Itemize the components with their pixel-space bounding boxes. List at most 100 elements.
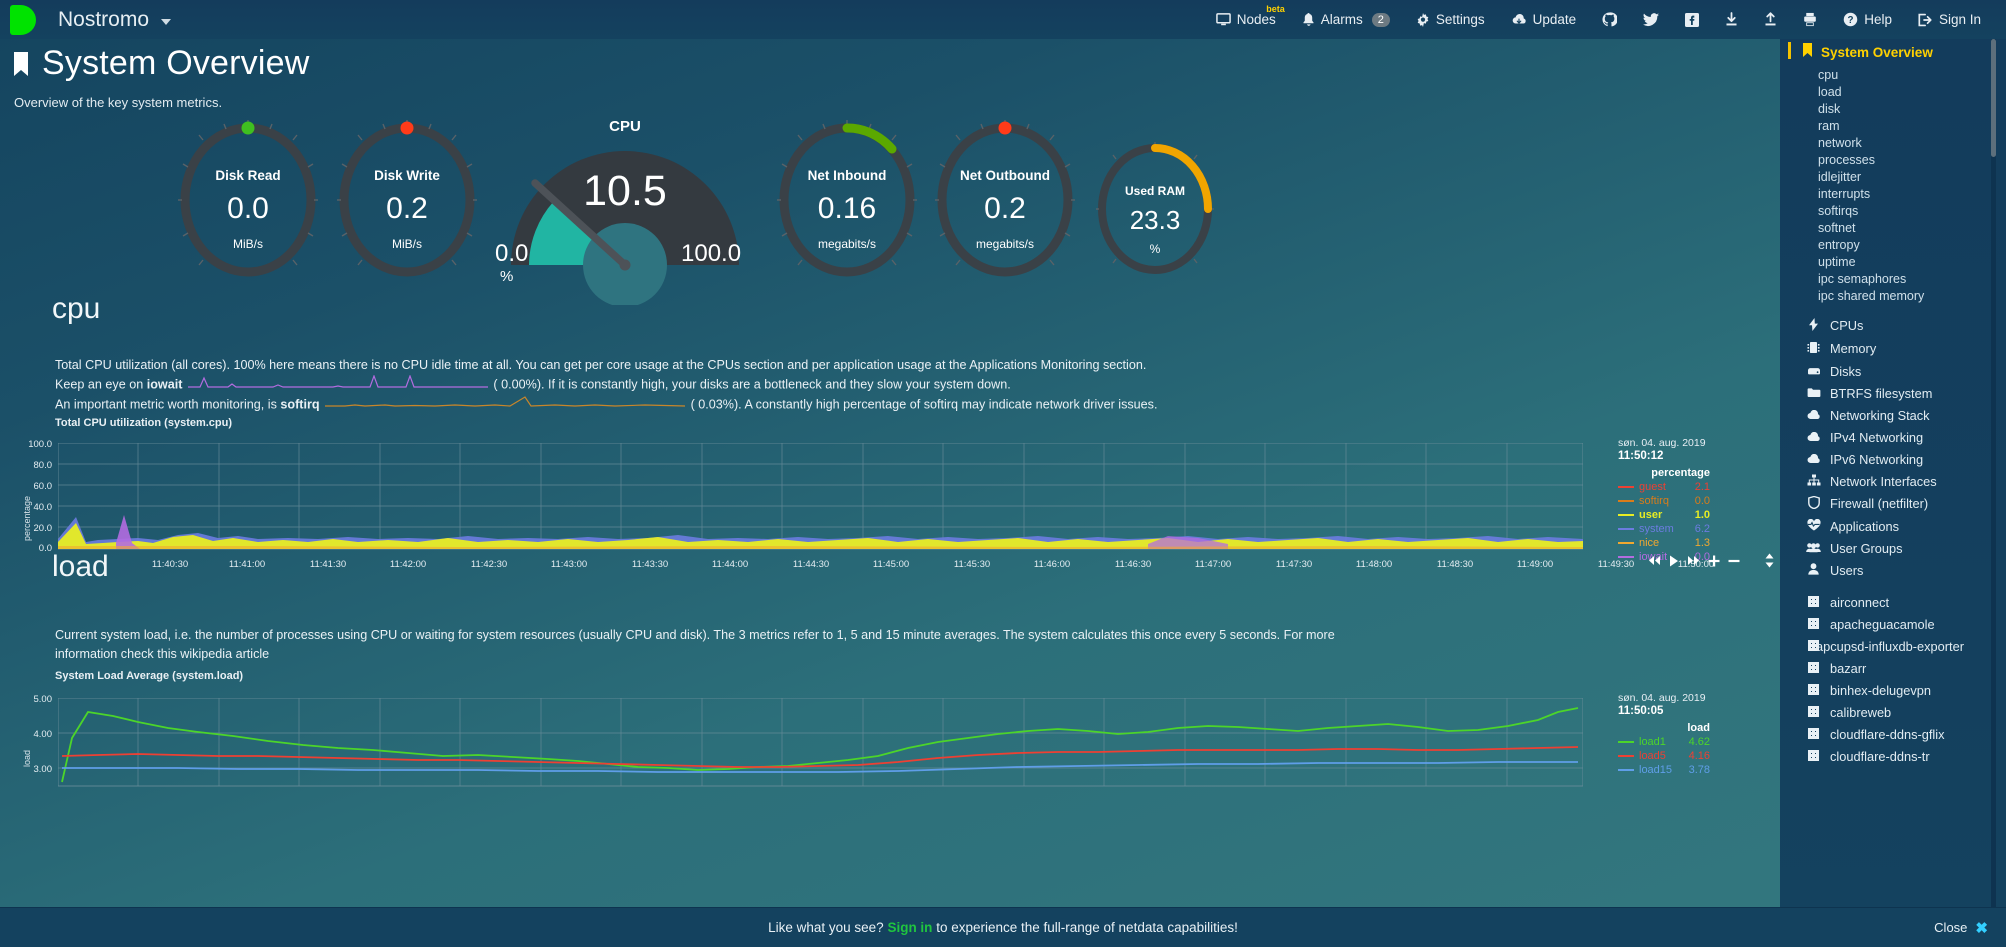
gauge-net-inbound[interactable]: Net Inbound 0.16 megabits/s — [777, 120, 917, 280]
gauge-cpu[interactable]: CPU 10.5 0.0 % 100.0 — [495, 118, 745, 305]
sidebar-item-cloudflare-ddns-tr[interactable]: cloudflare-ddns-tr — [1780, 745, 1992, 767]
sidebar-item-cpus[interactable]: CPUs — [1780, 314, 1992, 337]
grid-icon — [1806, 639, 1821, 654]
sidebar-item-users[interactable]: Users — [1780, 559, 1992, 581]
sidebar-item-firewall[interactable]: Firewall (netfilter) — [1780, 492, 1992, 515]
forward-icon[interactable] — [1687, 555, 1700, 569]
resize-icon[interactable] — [1764, 553, 1775, 571]
nav-item-signin[interactable]: Sign In — [1905, 0, 1994, 39]
gauge-disk-read[interactable]: Disk Read 0.0 MiB/s — [178, 120, 318, 280]
nav-right-group: Nodes beta Alarms 2 Settings Update — [1203, 0, 2006, 39]
nav-item-facebook[interactable] — [1672, 0, 1712, 39]
sidebar-item-airconnect[interactable]: airconnect — [1780, 591, 1992, 613]
nav-item-settings[interactable]: Settings — [1403, 0, 1498, 39]
sidebar-item-apcupsd-influxdb-exporter[interactable]: apcupsd-influxdb-exporter — [1780, 635, 1992, 657]
sidebar-item-label: Network Interfaces — [1830, 473, 1937, 489]
legend-row-load5[interactable]: load5 4.16 — [1618, 750, 1710, 762]
sidebar-item-cloudflare-ddns-gflix[interactable]: cloudflare-ddns-gflix — [1780, 723, 1992, 745]
sidebar-scrollbar-track[interactable] — [1991, 39, 1996, 947]
sidebar-item-btrfs-filesystem[interactable]: BTRFS filesystem — [1780, 382, 1992, 404]
brand[interactable]: Nostromo — [0, 4, 172, 35]
xtick: 11:49:30 — [1597, 559, 1635, 570]
sidebar-item-bazarr[interactable]: bazarr — [1780, 657, 1992, 679]
legend-series-value: 1.0 — [1694, 509, 1710, 521]
sidebar-item-binhex-delugevpn[interactable]: binhex-delugevpn — [1780, 679, 1992, 701]
legend-row-guest[interactable]: guest 2.1 — [1618, 481, 1710, 493]
nav-item-print[interactable] — [1790, 0, 1830, 39]
xtick: 11:48:00 — [1355, 559, 1393, 570]
plus-icon[interactable] — [1708, 555, 1720, 570]
nav-item-twitter[interactable] — [1630, 0, 1672, 39]
promo-text: Like what you see? Sign in to experience… — [768, 920, 1238, 935]
twitter-icon — [1643, 12, 1660, 27]
legend-row-load1[interactable]: load1 4.62 — [1618, 736, 1710, 748]
facebook-icon — [1685, 12, 1700, 27]
sidebar-item-networking-stack[interactable]: Networking Stack — [1780, 404, 1992, 426]
sidebar-subitem-entropy[interactable]: entropy — [1818, 237, 1860, 252]
legend-row-nice[interactable]: nice 1.3 — [1618, 537, 1710, 549]
legend-row-user[interactable]: user 1.0 — [1618, 509, 1710, 521]
sitemap-icon — [1806, 474, 1821, 489]
play-icon[interactable] — [1669, 555, 1679, 570]
nav-item-export[interactable] — [1751, 0, 1790, 39]
sidebar-subitem-ipc-semaphores[interactable]: ipc semaphores — [1818, 271, 1907, 286]
sidebar-item-disks[interactable]: Disks — [1780, 360, 1992, 382]
minus-icon[interactable] — [1728, 555, 1740, 570]
cpu-desc-2-post: ( 0.00%). If it is constantly high, your… — [493, 377, 1011, 392]
gauge-net-outbound[interactable]: Net Outbound 0.2 megabits/s — [935, 120, 1075, 280]
sidebar-item-memory[interactable]: Memory — [1780, 337, 1992, 360]
sidebar-subitem-uptime[interactable]: uptime — [1818, 254, 1856, 269]
nav-item-nodes[interactable]: Nodes beta — [1203, 0, 1289, 39]
sidebar-subitem-ipc-shared-memory[interactable]: ipc shared memory — [1818, 288, 1925, 303]
github-icon — [1602, 12, 1618, 27]
legend-row-load15[interactable]: load15 3.78 — [1618, 764, 1710, 776]
gauge-used-ram[interactable]: Used RAM 23.3 % — [1096, 142, 1214, 277]
sidebar-subitem-softirqs[interactable]: softirqs — [1818, 203, 1859, 218]
legend-color-swatch — [1618, 500, 1634, 502]
sidebar-subitem-network[interactable]: network — [1818, 135, 1862, 150]
sidebar-item-apacheguacamole[interactable]: apacheguacamole — [1780, 613, 1992, 635]
sidebar-subitem-disk[interactable]: disk — [1818, 101, 1841, 116]
sidebar-item-label: IPv6 Networking — [1830, 451, 1924, 467]
legend-row-softirq[interactable]: softirq 0.0 — [1618, 495, 1710, 507]
sidebar-item-ipv4-networking[interactable]: IPv4 Networking — [1780, 426, 1992, 448]
chart-cpu[interactable]: percentage 100.0 80.0 60.0 40.0 20.0 0.0 — [10, 429, 1780, 570]
nav-item-github[interactable] — [1589, 0, 1630, 39]
chart-load[interactable]: load 5.00 4.00 3.00 søn. 04. aug. — [10, 682, 1780, 802]
sidebar-subitem-interrupts[interactable]: interrupts — [1818, 186, 1871, 201]
chart-cpu-plot[interactable] — [58, 443, 1583, 558]
sidebar-item-ipv6-networking[interactable]: IPv6 Networking — [1780, 448, 1992, 470]
section-title-load: load — [52, 550, 109, 583]
sidebar-subitem-cpu[interactable]: cpu — [1818, 67, 1839, 82]
legend-series-name: nice — [1639, 537, 1660, 549]
rewind-icon[interactable] — [1648, 555, 1661, 569]
section-cpu: cpu Total CPU utilization (all cores). 1… — [0, 292, 1780, 570]
sidebar-scrollbar-thumb[interactable] — [1991, 39, 1996, 157]
sidebar-subitem-load[interactable]: load — [1818, 84, 1842, 99]
nav-item-import[interactable] — [1712, 0, 1751, 39]
sidebar-item-system-overview[interactable]: System Overview — [1780, 39, 1992, 66]
legend-color-swatch — [1618, 741, 1634, 743]
sidebar-item-user-groups[interactable]: User Groups — [1780, 537, 1992, 559]
sidebar-subitem-processes[interactable]: processes — [1818, 152, 1875, 167]
chart-title-load: System Load Average (system.load) — [55, 670, 244, 682]
gauge-disk-write[interactable]: Disk Write 0.2 MiB/s — [337, 120, 477, 280]
close-promo-group[interactable]: Close ✖ — [1934, 919, 1988, 937]
nav-item-alarms[interactable]: Alarms 2 — [1289, 0, 1403, 39]
sidebar-subitem-idlejitter[interactable]: idlejitter — [1818, 169, 1862, 184]
close-icon[interactable]: ✖ — [1975, 919, 1988, 937]
nav-item-update[interactable]: Update — [1498, 0, 1590, 39]
chart-load-plot[interactable] — [58, 698, 1583, 793]
sidebar-item-applications[interactable]: Applications — [1780, 515, 1992, 537]
sidebar-subitem-softnet[interactable]: softnet — [1818, 220, 1856, 235]
sidebar-item-calibreweb[interactable]: calibreweb — [1780, 701, 1992, 723]
xtick: 11:47:00 — [1194, 559, 1232, 570]
sidebar-subitem-ram[interactable]: ram — [1818, 118, 1840, 133]
legend-row-system[interactable]: system 6.2 — [1618, 523, 1710, 535]
legend-series-name: load5 — [1639, 750, 1666, 762]
nav-item-help[interactable]: ? Help — [1830, 0, 1905, 39]
signin-link[interactable]: Sign in — [887, 920, 933, 935]
sidebar-item-network-interfaces[interactable]: Network Interfaces — [1780, 470, 1992, 492]
chevron-down-icon[interactable] — [161, 18, 172, 25]
legend-date: søn. 04. aug. 2019 — [1618, 692, 1706, 704]
